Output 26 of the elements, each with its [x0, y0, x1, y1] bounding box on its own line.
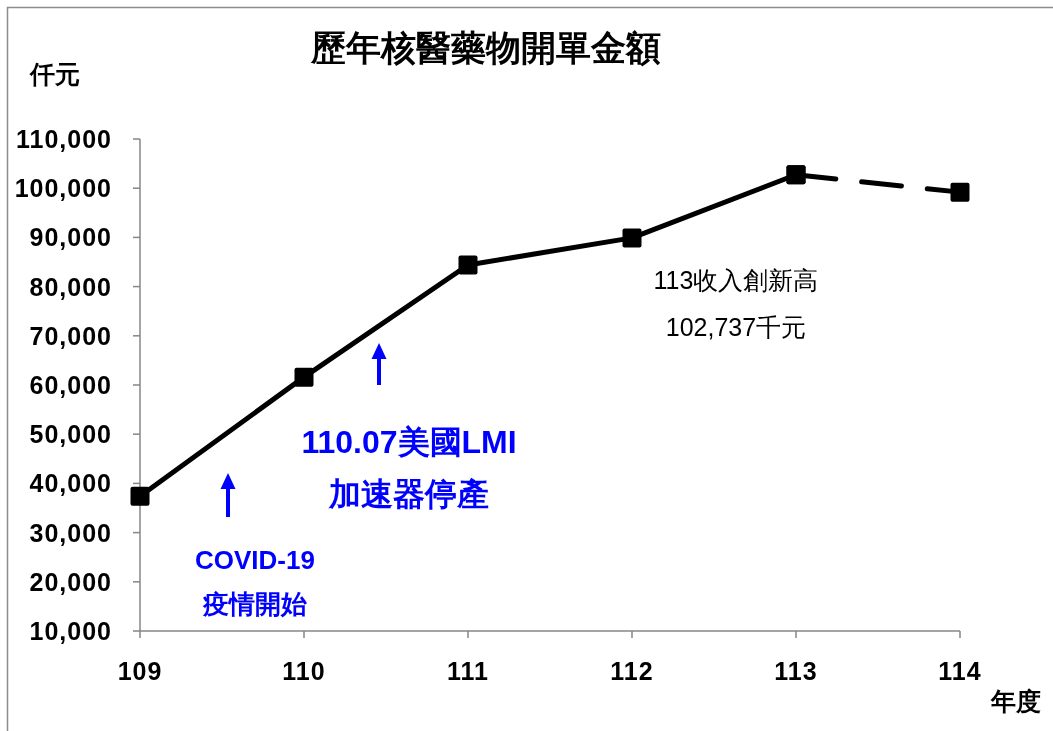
x-tick-label: 114 — [938, 657, 982, 685]
annotation-text: 加速器停產 — [329, 476, 489, 512]
x-tick-label: 113 — [774, 657, 818, 685]
y-tick-label: 40,000 — [29, 469, 112, 498]
y-tick-label: 110,000 — [16, 125, 112, 153]
xlabel: 年度 — [991, 687, 1041, 715]
annotation-text: 102,737千元 — [665, 313, 807, 341]
y-tick-label: 30,000 — [29, 518, 112, 547]
y-tick-label: 100,000 — [14, 174, 112, 203]
x-tick-label: 110 — [282, 657, 326, 685]
annotation-text: COVID-19 — [195, 545, 315, 575]
annotation-text: 113收入創新高 — [653, 266, 819, 294]
x-tick-label: 112 — [610, 657, 654, 685]
y-tick-label: 50,000 — [29, 420, 112, 449]
y-tick-label: 20,000 — [29, 567, 112, 596]
y-tick-label: 80,000 — [29, 272, 112, 301]
title: 歷年核醫藥物開單金額 — [311, 28, 661, 67]
y-tick-label: 90,000 — [29, 223, 112, 252]
y-tick-label: 70,000 — [29, 321, 112, 350]
y-tick-label: 60,000 — [29, 371, 112, 399]
x-tick-label: 109 — [117, 657, 163, 685]
y-tick-label: 10,000 — [29, 617, 112, 645]
x-tick-label: 111 — [447, 657, 489, 685]
annotation-text: 110.07美國LMI — [301, 424, 517, 460]
ylabel: 仟元 — [30, 60, 80, 88]
annotation-text: 疫情開始 — [203, 589, 307, 619]
